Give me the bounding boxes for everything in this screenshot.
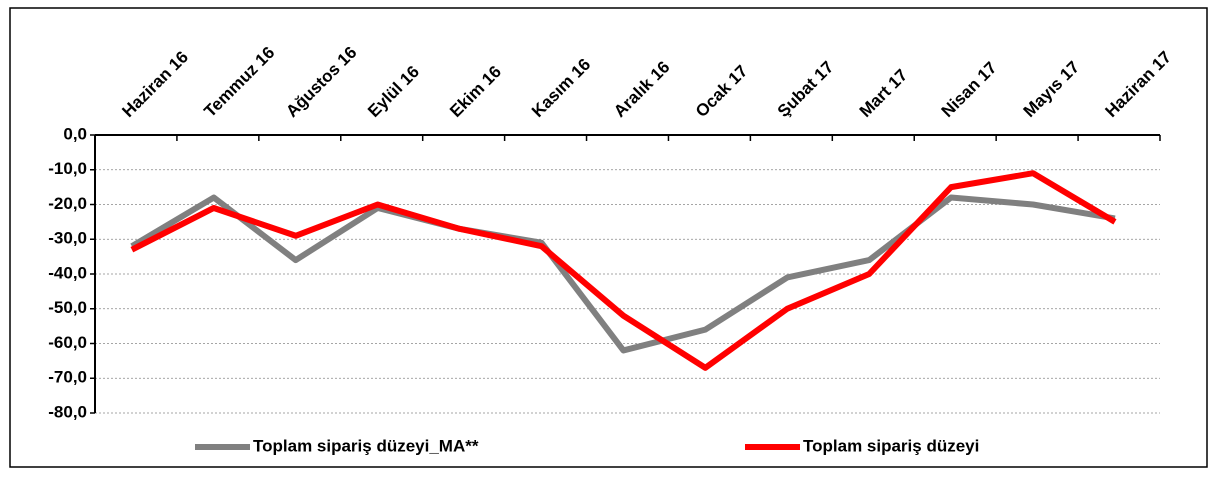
chart-border (9, 7, 1208, 468)
legend-label: Toplam sipariş düzeyi_MA** (253, 436, 479, 455)
y-tick-label: -20,0 (48, 194, 87, 213)
y-tick-label: 0,0 (63, 124, 87, 143)
y-tick-label: -10,0 (48, 159, 87, 178)
series-line (130, 194, 1116, 354)
y-tick-label: -50,0 (48, 298, 87, 317)
series-line (130, 170, 1117, 371)
legend-label: Toplam sipariş düzeyi (803, 436, 979, 455)
y-tick-label: -80,0 (48, 402, 87, 421)
y-tick-label: -40,0 (48, 263, 87, 282)
y-tick-label: -30,0 (48, 229, 87, 248)
y-tick-label: -60,0 (48, 333, 87, 352)
y-tick-label: -70,0 (48, 368, 87, 387)
